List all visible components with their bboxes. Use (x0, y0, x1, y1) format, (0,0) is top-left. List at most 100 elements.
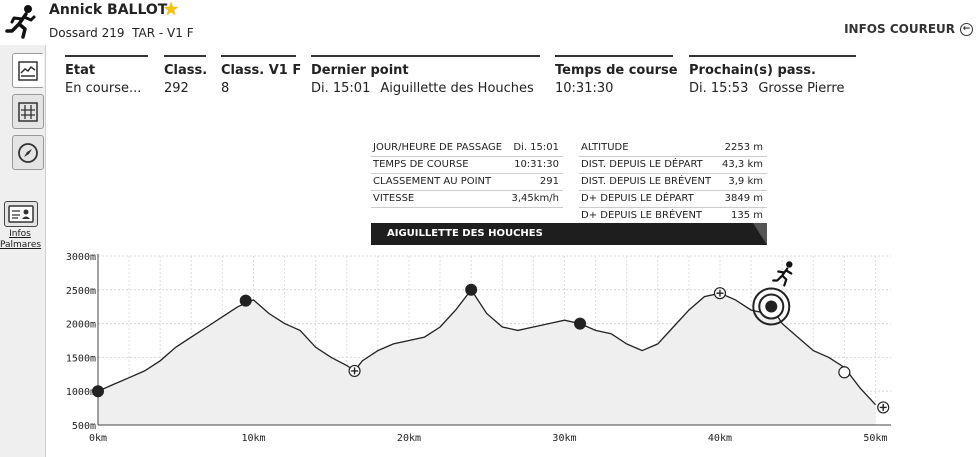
checkpoint-marker-filled[interactable] (465, 283, 478, 296)
class-value: 292 (164, 81, 189, 96)
infos-link-line1: Infos (9, 229, 31, 239)
y-tick-label: 1500m (66, 353, 96, 364)
checkpoint-info-right: ALTITUDE 2253 m DIST. DEPUIS LE DÉPART 43,… (579, 140, 767, 225)
checkpoint-marker-open[interactable] (838, 366, 851, 379)
checkpoint-marker-current[interactable] (752, 261, 793, 326)
info-row: DIST. DEPUIS LE DÉPART 43,3 km (579, 157, 767, 174)
info-label: DIST. DEPUIS LE BRÉVENT (581, 176, 712, 187)
checkpoint-marker-cross[interactable] (877, 401, 890, 414)
status-class: Class. 292 (164, 55, 208, 96)
info-row: TEMPS DE COURSE 10:31:30 (371, 157, 563, 174)
checkpoint-marker-cross[interactable] (713, 287, 727, 300)
temps-course-label: Temps de course (555, 63, 678, 78)
x-tick-label: 20km (397, 433, 421, 444)
checkpoint-markers[interactable] (92, 261, 890, 414)
elevation-area (98, 289, 876, 425)
class-category-label: Class. V1 F (221, 63, 302, 78)
info-label: D+ DEPUIS LE DÉPART (581, 193, 694, 204)
info-label: VITESSE (373, 193, 415, 204)
banner-corner (753, 223, 767, 245)
infos-coureur-label: INFOS COUREUR (844, 22, 955, 36)
checkpoint-name-banner: AIGUILLETTE DES HOUCHES (371, 223, 767, 245)
y-tick-label: 1000m (66, 387, 96, 398)
status-etat: Etat En course... (65, 55, 148, 96)
info-row: D+ DEPUIS LE DÉPART 3849 m (579, 191, 767, 208)
x-tick-label: 0km (89, 433, 107, 444)
info-label: DIST. DEPUIS LE DÉPART (581, 159, 703, 170)
runner-category: TAR - V1 F (132, 26, 194, 40)
status-temps-course: Temps de course 10:31:30 (555, 55, 678, 96)
prochain-pass-value: Di. 15:53 Grosse Pierre (689, 81, 856, 96)
info-value: 135 m (730, 210, 763, 221)
info-value: 291 (539, 176, 559, 187)
info-label: CLASSEMENT AU POINT (373, 176, 492, 187)
favorite-star-icon[interactable]: ★ (163, 0, 180, 20)
checkpoint-name: AIGUILLETTE DES HOUCHES (387, 228, 543, 239)
runner-head (786, 261, 793, 268)
infos-palmares-link[interactable]: Infos Palmares (0, 229, 42, 251)
class-label: Class. (164, 63, 208, 78)
y-tick-label: 2500m (66, 286, 96, 297)
dernier-point-time: Di. 15:01 (311, 81, 371, 96)
checkpoint-marker-filled[interactable] (239, 294, 252, 307)
runner-body (772, 267, 793, 287)
info-label: TEMPS DE COURSE (373, 159, 469, 170)
marker-cross (879, 403, 887, 411)
tab-grid-table[interactable] (12, 94, 44, 129)
info-row: DIST. DEPUIS LE BRÉVENT 3,9 km (579, 174, 767, 191)
marker-cross (716, 289, 724, 297)
prochain-pass-time: Di. 15:53 (689, 81, 749, 96)
y-tick-label: 3000m (66, 252, 96, 263)
prochain-pass-place: Grosse Pierre (758, 81, 845, 96)
tab-compass[interactable] (12, 135, 44, 170)
race-status-table: Etat En course... Class. 292 Class. V1 F… (0, 55, 977, 101)
infos-link-line2: Palmares (0, 240, 42, 250)
id-card-icon (8, 205, 34, 223)
runner-position-icon (772, 261, 793, 287)
marker-dot (92, 385, 104, 398)
runner-dossard-category: Dossard 219 TAR - V1 F (49, 26, 194, 40)
x-tick-label: 40km (708, 433, 732, 444)
runner-name: Annick BALLOT (49, 2, 168, 18)
runner-header: Annick BALLOT ★ Dossard 219 TAR - V1 F I… (0, 0, 977, 45)
tab-profile[interactable] (12, 53, 44, 88)
y-tick-label: 2000m (66, 320, 96, 331)
etat-label: Etat (65, 63, 96, 78)
elevation-profile-chart[interactable]: 500m 1000m 1500m 2000m 2500m 3000m 0km 10km 20km… (45, 245, 977, 457)
back-arrow-icon: ← (960, 22, 973, 36)
info-label: ALTITUDE (581, 142, 629, 153)
info-label: JOUR/HEURE DE PASSAGE (373, 142, 503, 153)
info-value: Di. 15:01 (513, 142, 559, 153)
info-value: 2253 m (724, 142, 763, 153)
checkpoint-marker-filled[interactable] (574, 317, 587, 330)
x-tick-label: 10km (241, 433, 265, 444)
checkpoint-info-left: JOUR/HEURE DE PASSAGE Di. 15:01 TEMPS DE … (371, 140, 563, 208)
current-ring-outer (752, 287, 791, 326)
infos-coureur-link[interactable]: INFOS COUREUR ← (844, 22, 973, 36)
marker-dot (239, 294, 252, 307)
infos-palmares-card-icon[interactable] (4, 201, 38, 227)
prochain-pass-label: Prochain(s) pass. (689, 63, 816, 78)
left-sidebar: Infos Palmares (0, 45, 46, 457)
info-row: CLASSEMENT AU POINT 291 (371, 174, 563, 191)
checkpoint-marker-filled[interactable] (92, 385, 104, 398)
info-value: 43,3 km (722, 159, 763, 170)
runner-logo-icon (5, 5, 36, 39)
dernier-point-value: Di. 15:01 Aiguillette des Houches (311, 81, 540, 96)
status-class-category: Class. V1 F 8 (221, 55, 302, 96)
x-tick-label: 50km (863, 433, 887, 444)
class-category-value: 8 (221, 81, 230, 96)
info-value: 3849 m (724, 193, 763, 204)
grid-table-icon (18, 101, 38, 122)
info-value: 3,9 km (728, 176, 763, 187)
status-dernier-point: Dernier point Di. 15:01 Aiguillette des H… (311, 55, 540, 96)
marker-dot (465, 283, 478, 296)
marker-dot (574, 317, 587, 330)
etat-value: En course... (65, 81, 142, 96)
temps-course-value: 10:31:30 (555, 81, 614, 96)
checkpoint-marker-cross[interactable] (348, 364, 361, 378)
current-dot (765, 300, 778, 313)
info-value: 10:31:30 (514, 159, 559, 170)
info-row: VITESSE 3,45km/h (371, 191, 563, 208)
x-tick-label: 30km (552, 433, 576, 444)
